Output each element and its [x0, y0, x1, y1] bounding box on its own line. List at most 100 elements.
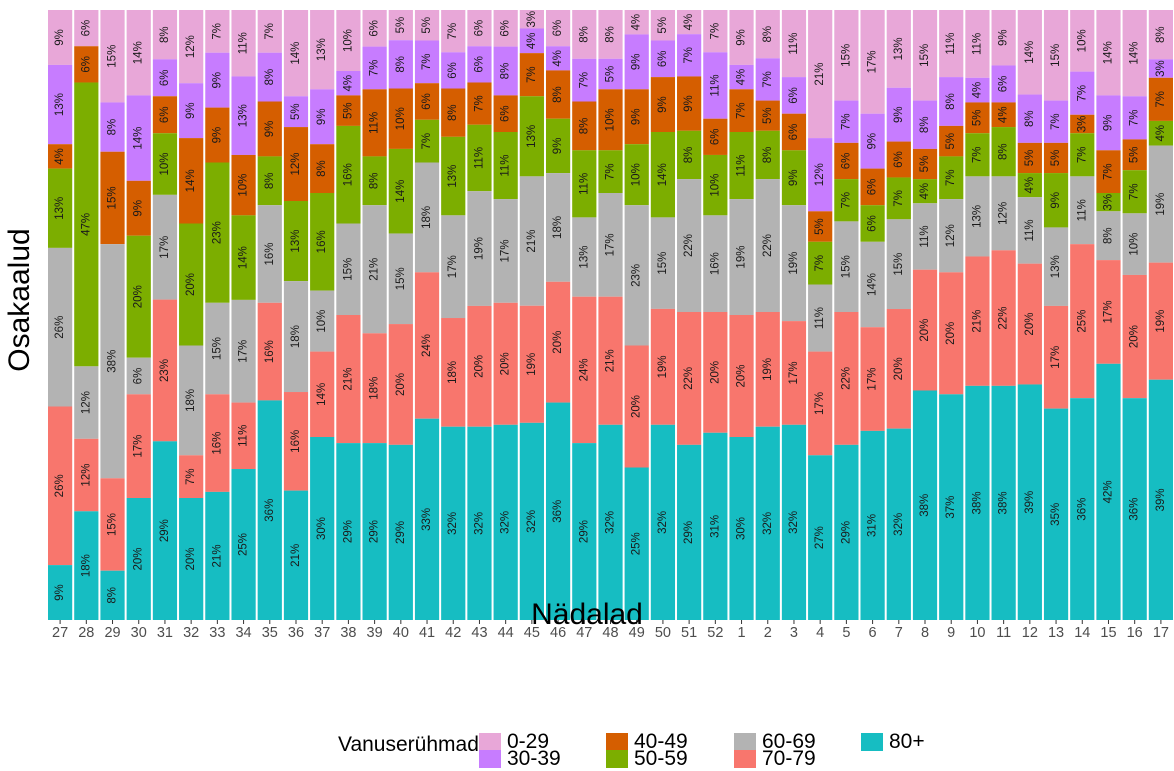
- bar-value-label: 12%: [290, 153, 302, 176]
- bar-segment: [310, 89, 335, 145]
- bar-value-label: 18%: [369, 377, 381, 400]
- bar-segment: [100, 478, 125, 571]
- bar-value-label: 36%: [552, 500, 564, 523]
- bar-segment: [598, 89, 623, 151]
- bar-segment: [1043, 227, 1069, 306]
- bar-segment: [598, 150, 623, 193]
- x-tick-label: 44: [498, 625, 514, 640]
- bar-segment: [1148, 59, 1173, 78]
- bar-segment: [939, 77, 964, 126]
- bar-value-label: 6%: [473, 20, 485, 37]
- bar-value-label: 19%: [788, 252, 800, 275]
- bar-value-label: 8%: [945, 93, 957, 110]
- bar-value-label: 4%: [1155, 125, 1167, 142]
- bar-segment: [388, 233, 413, 325]
- bar-value-label: 20%: [500, 352, 512, 375]
- x-tick-label: 30: [131, 625, 147, 640]
- bar-value-label: 7%: [683, 47, 695, 64]
- bar-value-label: 6%: [159, 106, 171, 123]
- bar-value-label: 17%: [1050, 346, 1062, 369]
- bar-value-label: 38%: [971, 491, 983, 514]
- bar-segment: [729, 437, 754, 620]
- bar-value-label: 10%: [316, 310, 328, 333]
- bar-value-label: 6%: [133, 368, 145, 385]
- bar-segment: [441, 52, 466, 89]
- bar-segment: [860, 205, 885, 242]
- bar-value-label: 8%: [683, 147, 695, 164]
- bar-segment: [834, 142, 859, 180]
- bar-segment: [310, 351, 335, 437]
- bar-value-label: 6%: [867, 179, 879, 196]
- x-tick-label: 14: [1074, 625, 1090, 640]
- bar-value-label: 9%: [867, 133, 879, 150]
- bar-value-label: 12%: [945, 224, 957, 247]
- bar-value-label: 15%: [840, 44, 852, 67]
- bar-value-label: 23%: [631, 264, 643, 287]
- bar-segment: [939, 156, 964, 200]
- bar-value-label: 8%: [395, 56, 407, 73]
- bar-segment: [886, 219, 911, 310]
- bar-value-label: 20%: [1129, 325, 1141, 348]
- bar-value-label: 20%: [473, 355, 485, 378]
- bar-value-label: 8%: [1155, 26, 1167, 43]
- x-tick-label: 43: [471, 625, 487, 640]
- bar-segment: [414, 162, 440, 273]
- bar-value-label: 17%: [133, 435, 145, 458]
- bar-segment: [74, 438, 99, 512]
- bar-value-label: 5%: [1024, 150, 1036, 167]
- bar-value-label: 4%: [998, 106, 1010, 123]
- bar-value-label: 9%: [54, 584, 66, 601]
- bar-value-label: 5%: [657, 17, 669, 34]
- legend-swatch: [734, 733, 756, 751]
- bar-segment: [572, 296, 597, 444]
- bar-segment: [1148, 145, 1173, 263]
- x-tick-label: 40: [393, 625, 409, 640]
- bar-value-label: 22%: [840, 367, 852, 390]
- bar-value-label: 8%: [919, 116, 931, 133]
- x-tick-label: 49: [629, 625, 645, 640]
- bar-value-label: 7%: [971, 146, 983, 163]
- bar-value-label: 38%: [107, 350, 119, 373]
- bar-value-label: 14%: [1102, 41, 1114, 64]
- bar-value-label: 38%: [998, 491, 1010, 514]
- bar-segment: [650, 424, 676, 620]
- bar-segment: [1017, 173, 1042, 198]
- bar-segment: [310, 193, 335, 291]
- bar-segment: [808, 284, 833, 352]
- bar-value-label: 4%: [54, 148, 66, 165]
- bar-value-label: 8%: [369, 172, 381, 189]
- bar-value-label: 14%: [867, 273, 879, 296]
- bar-segment: [231, 154, 256, 216]
- bar-value-label: 5%: [290, 103, 302, 120]
- bar-segment: [100, 10, 125, 103]
- bar-value-label: 4%: [1024, 177, 1036, 194]
- bar-value-label: 8%: [1102, 227, 1114, 244]
- bar-segment: [1122, 213, 1147, 275]
- bar-segment: [493, 46, 518, 96]
- bar-value-label: 16%: [342, 163, 354, 186]
- bar-segment: [205, 394, 230, 492]
- bar-value-label: 12%: [80, 391, 92, 414]
- bar-segment: [991, 385, 1016, 620]
- bar-value-label: 6%: [159, 69, 171, 86]
- bar-segment: [231, 76, 256, 155]
- bar-value-label: 7%: [736, 102, 748, 119]
- bar-value-label: 5%: [395, 17, 407, 34]
- bar-value-label: 6%: [998, 76, 1010, 93]
- bar-segment: [1043, 305, 1069, 409]
- bar-segment: [965, 176, 990, 257]
- bar-value-label: 21%: [342, 368, 354, 391]
- bar-value-label: 8%: [1024, 110, 1036, 127]
- bar-value-label: 18%: [421, 206, 433, 229]
- bar-value-label: 8%: [316, 160, 328, 177]
- bar-value-label: 19%: [473, 237, 485, 260]
- bar-segment: [1070, 244, 1095, 399]
- bar-value-label: 16%: [290, 430, 302, 453]
- bar-value-label: 7%: [1076, 146, 1088, 163]
- bar-segment: [48, 64, 73, 145]
- bar-value-label: 3%: [1076, 116, 1088, 133]
- bar-segment: [388, 324, 413, 445]
- bar-segment: [808, 351, 833, 456]
- bar-segment: [965, 102, 990, 134]
- bar-value-label: 3%: [1155, 60, 1167, 77]
